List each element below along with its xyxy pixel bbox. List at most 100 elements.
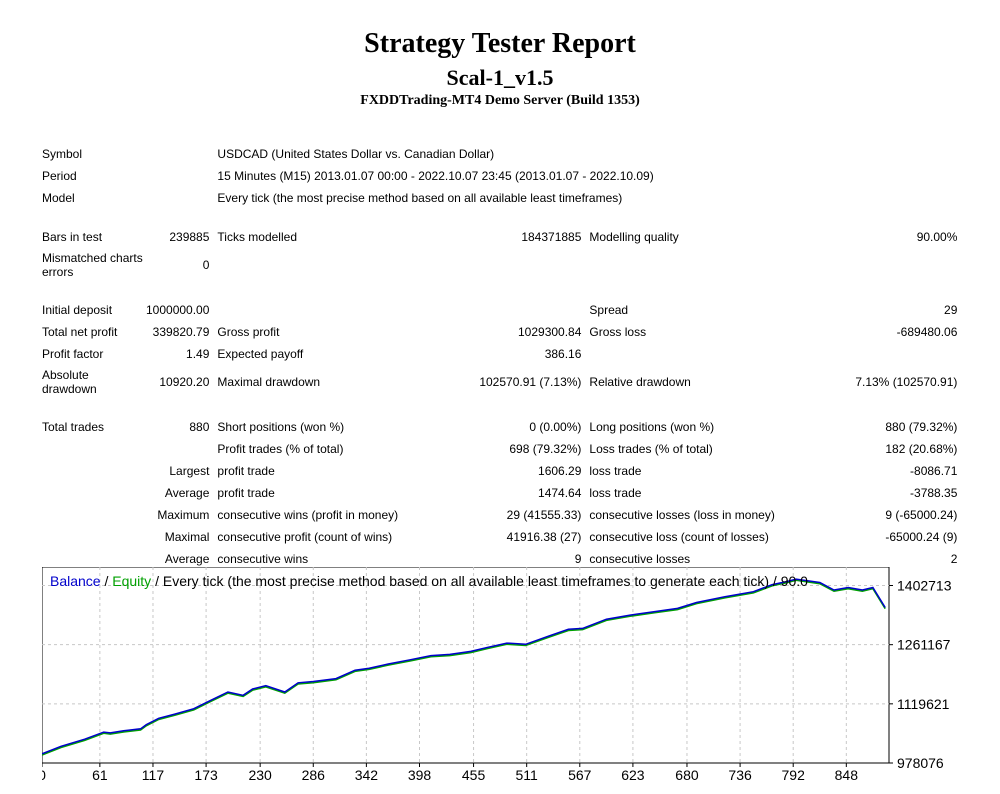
legend-sep: / bbox=[101, 573, 113, 589]
profitfactor-row: Profit factor 1.49 Expected payoff 386.1… bbox=[38, 343, 961, 365]
quality-label: Modelling quality bbox=[585, 226, 775, 248]
grossloss-value: -689480.06 bbox=[775, 321, 961, 343]
average-row: Average profit trade 1474.64 loss trade … bbox=[38, 482, 961, 504]
x-tick-label: 792 bbox=[782, 767, 806, 783]
balance-chart: 0 61 117 173 230 286 342 398 455 511 567 623 680 736 7… bbox=[42, 567, 1000, 791]
x-tick-label: 117 bbox=[142, 767, 165, 783]
profit-trades-row: Profit trades (% of total) 698 (79.32%) … bbox=[38, 438, 961, 460]
absdd-value: 10920.20 bbox=[146, 365, 213, 399]
avg-pt-label: profit trade bbox=[213, 482, 400, 504]
mismatch-row: Mismatched charts errors 0 bbox=[38, 248, 961, 282]
netprofit-value: 339820.79 bbox=[146, 321, 213, 343]
deposit-label: Initial deposit bbox=[38, 299, 146, 321]
largest-pt-label: profit trade bbox=[213, 460, 400, 482]
y-tick-label: 978076 bbox=[897, 755, 944, 771]
pf-value: 1.49 bbox=[146, 343, 213, 365]
symbol-label: Symbol bbox=[38, 143, 146, 165]
max-cl-label: consecutive losses (loss in money) bbox=[585, 504, 775, 526]
maximal-row: Maximal consecutive profit (count of win… bbox=[38, 526, 961, 548]
reldd-label: Relative drawdown bbox=[585, 365, 775, 399]
max-cw-value: 29 (41555.33) bbox=[400, 504, 585, 526]
long-value: 880 (79.32%) bbox=[775, 416, 961, 438]
x-tick-label: 61 bbox=[92, 767, 108, 783]
payoff-label: Expected payoff bbox=[213, 343, 400, 365]
y-tick-label: 1402713 bbox=[897, 578, 952, 594]
spread-value: 29 bbox=[775, 299, 961, 321]
y-tick-label: 1119621 bbox=[897, 696, 950, 712]
period-value: 15 Minutes (M15) 2013.01.07 00:00 - 2022… bbox=[213, 165, 961, 187]
mxl-cp-label: consecutive profit (count of wins) bbox=[213, 526, 400, 548]
x-tick-label: 623 bbox=[621, 767, 645, 783]
ticks-value: 184371885 bbox=[400, 226, 585, 248]
y-axis: 978076 1119621 1261167 1402713 bbox=[889, 578, 952, 771]
model-label: Model bbox=[38, 187, 146, 209]
ptrades-value: 698 (79.32%) bbox=[400, 438, 585, 460]
ptrades-label: Profit trades (% of total) bbox=[213, 438, 400, 460]
spread-label: Spread bbox=[585, 299, 775, 321]
mxl-cl-label: consecutive loss (count of losses) bbox=[585, 526, 775, 548]
netprofit-row: Total net profit 339820.79 Gross profit … bbox=[38, 321, 961, 343]
bars-row: Bars in test 239885 Ticks modelled 18437… bbox=[38, 226, 961, 248]
average-label: Average bbox=[146, 482, 213, 504]
y-tick-label: 1261167 bbox=[897, 637, 951, 653]
largest-lt-label: loss trade bbox=[585, 460, 775, 482]
x-tick-label: 511 bbox=[516, 767, 539, 783]
x-tick-label: 173 bbox=[194, 767, 218, 783]
bars-label: Bars in test bbox=[38, 226, 146, 248]
mismatch-value: 0 bbox=[146, 248, 213, 282]
mxl-cp-value: 41916.38 (27) bbox=[400, 526, 585, 548]
netprofit-label: Total net profit bbox=[38, 321, 146, 343]
chart-legend: Balance / Equity / Every tick (the most … bbox=[50, 573, 808, 589]
legend-equity: Equity bbox=[112, 573, 151, 589]
report-title: Strategy Tester Report bbox=[0, 28, 1000, 60]
largest-label: Largest bbox=[146, 460, 213, 482]
grossprofit-label: Gross profit bbox=[213, 321, 400, 343]
symbol-row: Symbol USDCAD (United States Dollar vs. … bbox=[38, 143, 961, 165]
x-tick-label: 848 bbox=[835, 767, 859, 783]
ltrades-label: Loss trades (% of total) bbox=[585, 438, 775, 460]
maxdd-label: Maximal drawdown bbox=[213, 365, 400, 399]
reldd-value: 7.13% (102570.91) bbox=[775, 365, 961, 399]
maximal-label: Maximal bbox=[146, 526, 213, 548]
grossloss-label: Gross loss bbox=[585, 321, 775, 343]
x-tick-label: 680 bbox=[675, 767, 699, 783]
maximum-label: Maximum bbox=[146, 504, 213, 526]
x-tick-label: 0 bbox=[42, 767, 46, 783]
absdd-label: Absolute drawdown bbox=[38, 365, 146, 399]
x-tick-label: 342 bbox=[355, 767, 379, 783]
maxdd-value: 102570.91 (7.13%) bbox=[400, 365, 585, 399]
short-label: Short positions (won %) bbox=[213, 416, 400, 438]
deposit-value: 1000000.00 bbox=[146, 299, 213, 321]
trades-label: Total trades bbox=[38, 416, 146, 438]
pf-label: Profit factor bbox=[38, 343, 146, 365]
model-value: Every tick (the most precise method base… bbox=[213, 187, 961, 209]
report-table: Symbol USDCAD (United States Dollar vs. … bbox=[38, 143, 961, 570]
max-cl-value: 9 (-65000.24) bbox=[775, 504, 961, 526]
avg-lt-label: loss trade bbox=[585, 482, 775, 504]
largest-pt-value: 1606.29 bbox=[400, 460, 585, 482]
ea-name: Scal-1_v1.5 bbox=[0, 65, 1000, 91]
x-tick-label: 455 bbox=[462, 767, 486, 783]
short-value: 0 (0.00%) bbox=[400, 416, 585, 438]
long-label: Long positions (won %) bbox=[585, 416, 775, 438]
largest-lt-value: -8086.71 bbox=[775, 460, 961, 482]
plot-frame bbox=[42, 567, 889, 763]
mxl-cl-value: -65000.24 (9) bbox=[775, 526, 961, 548]
x-tick-label: 398 bbox=[408, 767, 432, 783]
symbol-value: USDCAD (United States Dollar vs. Canadia… bbox=[213, 143, 961, 165]
avg-pt-value: 1474.64 bbox=[400, 482, 585, 504]
x-tick-label: 736 bbox=[728, 767, 752, 783]
x-axis: 0 61 117 173 230 286 342 398 455 511 567 623 680 736 7… bbox=[42, 763, 858, 783]
period-row: Period 15 Minutes (M15) 2013.01.07 00:00… bbox=[38, 165, 961, 187]
max-cw-label: consecutive wins (profit in money) bbox=[213, 504, 400, 526]
avg-lt-value: -3788.35 bbox=[775, 482, 961, 504]
maximum-row: Maximum consecutive wins (profit in mone… bbox=[38, 504, 961, 526]
grossprofit-value: 1029300.84 bbox=[400, 321, 585, 343]
model-row: Model Every tick (the most precise metho… bbox=[38, 187, 961, 209]
drawdown-row: Absolute drawdown 10920.20 Maximal drawd… bbox=[38, 365, 961, 399]
x-tick-label: 230 bbox=[248, 767, 272, 783]
ticks-label: Ticks modelled bbox=[213, 226, 400, 248]
server-name: FXDDTrading-MT4 Demo Server (Build 1353) bbox=[0, 93, 1000, 109]
deposit-row: Initial deposit 1000000.00 Spread 29 bbox=[38, 299, 961, 321]
payoff-value: 386.16 bbox=[400, 343, 585, 365]
